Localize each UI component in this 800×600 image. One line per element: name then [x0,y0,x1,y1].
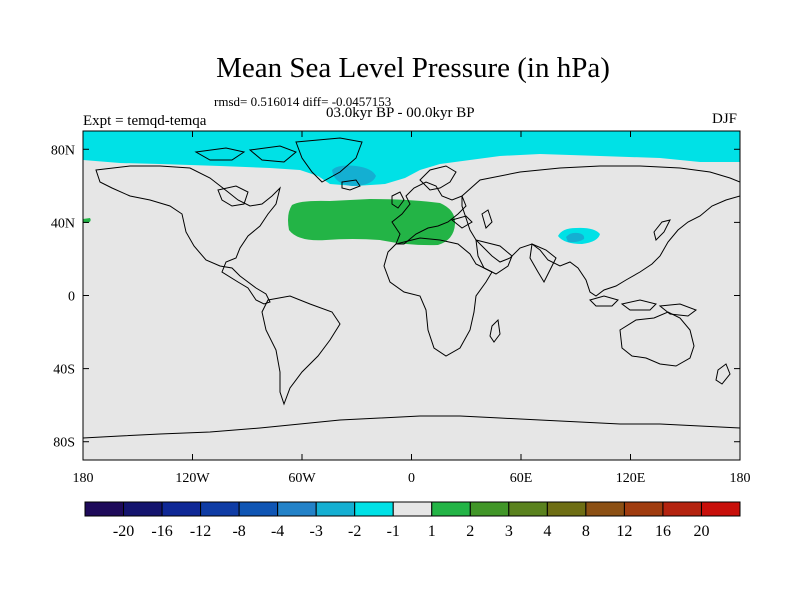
tibet-core [566,232,585,243]
colorbar-swatch [469,501,510,517]
colorbar-label: 2 [466,523,474,540]
colorbar-label: -12 [190,523,211,540]
background-field [83,131,740,460]
colorbar-swatch [84,501,125,517]
colorbar-label: -8 [232,523,245,540]
colorbar-label: -3 [310,523,323,540]
colorbar-swatch [585,501,625,517]
colorbar-swatch [623,501,664,517]
colorbar-swatch [238,501,279,517]
colorbar-swatch [354,501,394,517]
colorbar-swatch [123,501,163,517]
colorbar-swatch [277,501,317,517]
colorbar-swatch [662,501,702,517]
axis-ticks [82,131,741,460]
colorbar-label: 20 [693,523,709,540]
colorbar-swatch [200,501,240,517]
colorbar-label: -16 [151,523,172,540]
y-tick-label: 40S [53,363,75,378]
x-tick-label: 180 [730,471,751,486]
colorbar-swatch [315,501,356,517]
colorbar-label: -20 [113,523,134,540]
x-tick-label: 0 [408,471,415,486]
x-tick-label: 120W [175,471,210,486]
season-label: DJF [712,111,738,127]
colorbar-label: 3 [505,523,513,540]
map-area [83,131,740,460]
y-tick-label: 80N [51,143,75,158]
colorbar-label: 8 [582,523,590,540]
stats-text: rmsd= 0.516014 diff= -0.0457153 [214,94,392,109]
colorbar-label: -2 [348,523,361,540]
coastlines [83,137,740,439]
chart-title: Mean Sea Level Pressure (in hPa) [216,52,610,84]
colorbar-swatch [392,501,433,517]
colorbar-label: -1 [387,523,400,540]
greenland-sea-low [332,165,376,186]
colorbar-swatch [161,501,202,517]
edge-high-patch [83,218,91,223]
x-tick-label: 60W [288,471,316,486]
experiment-label: Expt = temqd-temqa [83,113,207,129]
colorbar-label: 1 [428,523,436,540]
x-tick-label: 180 [73,471,94,486]
colorbar-label: 4 [543,523,551,540]
y-tick-label: 40N [51,216,75,231]
colorbar-label: 12 [616,523,632,540]
colorbar-label: 16 [655,523,671,540]
arctic-band [83,131,740,186]
axis-tick-labels: 180 120W 60W 0 60E 120E 180 80N 40N 0 40S 80S [51,143,751,486]
colorbar-swatch [431,501,471,517]
y-tick-label: 0 [68,290,75,305]
colorbar-swatch [546,501,587,517]
x-tick-label: 120E [616,471,646,486]
colorbar-swatch [508,501,548,517]
period-text: 03.0kyr BP - 00.0kyr BP [326,105,475,121]
x-tick-label: 60E [510,471,533,486]
colorbar-label: -4 [271,523,284,540]
colorbar-swatch [700,501,741,517]
colorbar: -20 -16 -12 -8 -4 -3 -2 -1 1 2 3 4 8 12 16 20 [84,501,741,540]
atlantic-mediterranean-high [288,199,456,246]
y-tick-label: 80S [53,436,75,451]
